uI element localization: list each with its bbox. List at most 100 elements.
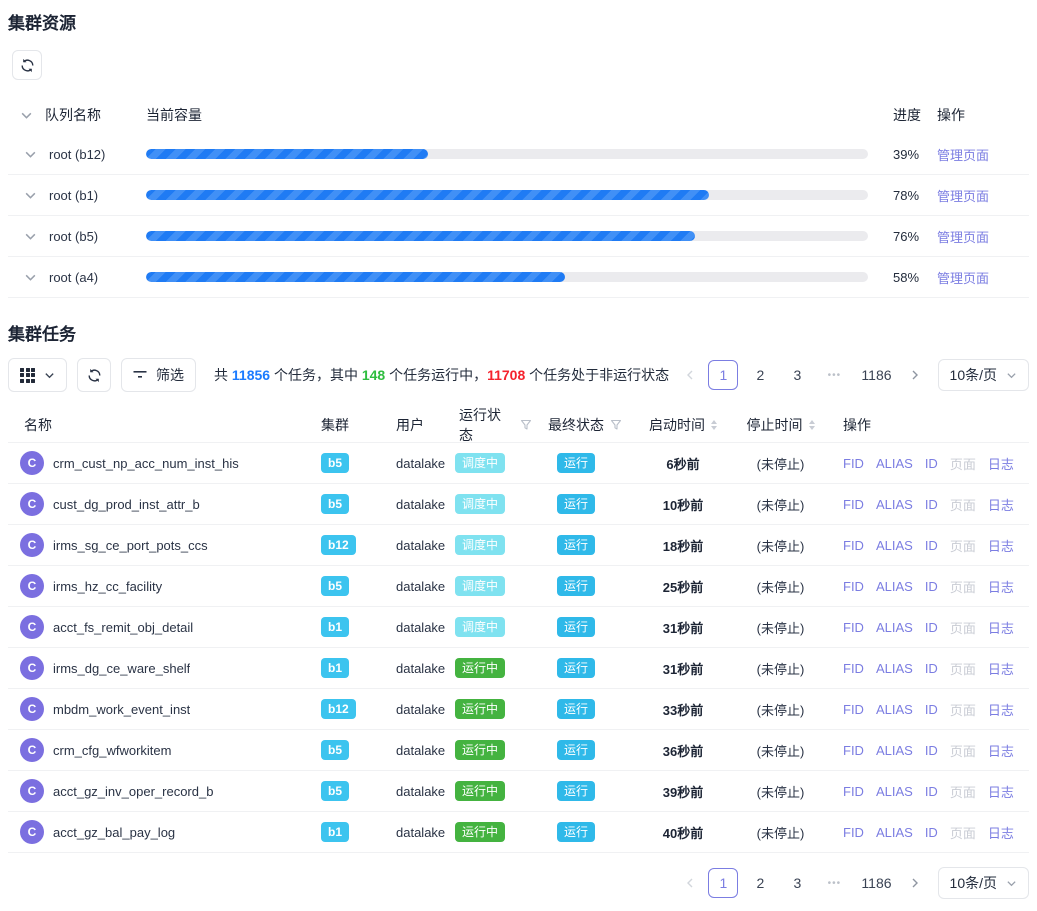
chevron-down-icon[interactable] xyxy=(20,109,33,122)
alias-link[interactable]: ALIAS xyxy=(875,619,913,635)
stop-time: (未停止) xyxy=(756,702,805,718)
id-link[interactable]: ID xyxy=(924,619,938,635)
pagination-bottom: 1 2 3 ••• 1186 10条/页 xyxy=(679,867,1029,899)
chevron-down-icon[interactable] xyxy=(24,230,37,243)
log-link[interactable]: 日志 xyxy=(987,702,1014,718)
chevron-down-icon xyxy=(44,370,55,381)
page-link: 页面 xyxy=(949,497,976,513)
filter-funnel-icon[interactable] xyxy=(610,419,622,431)
task-user: datalake xyxy=(396,783,446,799)
chevron-down-icon[interactable] xyxy=(24,271,37,284)
column-header-run-state: 运行状态 xyxy=(443,405,532,445)
next-page-button[interactable] xyxy=(904,867,926,899)
page-number-button[interactable]: 3 xyxy=(793,875,802,891)
run-state-badge: 运行中 xyxy=(455,658,506,678)
queue-name: root (b12) xyxy=(49,146,106,162)
next-page-button[interactable] xyxy=(904,359,926,391)
id-link[interactable]: ID xyxy=(924,578,938,594)
alias-link[interactable]: ALIAS xyxy=(875,455,913,471)
view-mode-dropdown-button[interactable] xyxy=(8,358,67,392)
fid-link[interactable]: FID xyxy=(843,660,864,676)
id-link[interactable]: ID xyxy=(924,742,938,758)
alias-link[interactable]: ALIAS xyxy=(875,578,913,594)
alias-link[interactable]: ALIAS xyxy=(875,537,913,553)
log-link[interactable]: 日志 xyxy=(987,456,1014,472)
log-link[interactable]: 日志 xyxy=(987,784,1014,800)
summary-segment: 11708 xyxy=(487,367,526,383)
summary-segment: 11856 xyxy=(231,367,271,383)
alias-link[interactable]: ALIAS xyxy=(875,660,913,676)
prev-page-button[interactable] xyxy=(679,867,701,899)
start-time: 25秒前 xyxy=(662,579,704,595)
fid-link[interactable]: FID xyxy=(843,824,864,840)
task-row: C cust_dg_prod_inst_attr_b b5 datalake 调… xyxy=(8,484,1029,525)
prev-page-button[interactable] xyxy=(679,359,701,391)
log-link[interactable]: 日志 xyxy=(987,825,1014,841)
fid-link[interactable]: FID xyxy=(843,455,864,471)
log-link[interactable]: 日志 xyxy=(987,620,1014,636)
fid-link[interactable]: FID xyxy=(843,701,864,717)
filter-button[interactable]: 筛选 xyxy=(121,358,196,392)
queue-name: root (b1) xyxy=(49,187,99,203)
page-number-button[interactable]: ••• xyxy=(827,369,842,381)
chevron-down-icon[interactable] xyxy=(24,189,37,202)
fid-link[interactable]: FID xyxy=(843,496,864,512)
log-link[interactable]: 日志 xyxy=(987,579,1014,595)
manage-page-link[interactable]: 管理页面 xyxy=(937,147,990,163)
alias-link[interactable]: ALIAS xyxy=(875,742,913,758)
log-link[interactable]: 日志 xyxy=(987,497,1014,513)
id-link[interactable]: ID xyxy=(924,537,938,553)
fid-link[interactable]: FID xyxy=(843,537,864,553)
alias-link[interactable]: ALIAS xyxy=(875,783,913,799)
manage-page-link[interactable]: 管理页面 xyxy=(937,229,990,245)
log-link[interactable]: 日志 xyxy=(987,743,1014,759)
manage-page-link[interactable]: 管理页面 xyxy=(937,188,990,204)
run-state-badge: 调度中 xyxy=(455,453,506,473)
page-number-button[interactable]: 2 xyxy=(756,875,765,891)
summary-segment: 共 xyxy=(214,367,232,383)
task-row: C acct_gz_inv_oper_record_b b5 datalake … xyxy=(8,771,1029,812)
alias-link[interactable]: ALIAS xyxy=(875,824,913,840)
pagination-top: 1 2 3 ••• 1186 10条/页 xyxy=(679,359,1029,391)
page-number-button[interactable]: 1 xyxy=(708,360,739,390)
page-number-button[interactable]: 1 xyxy=(708,868,739,898)
refresh-tasks-button[interactable] xyxy=(77,358,111,392)
page-size-select[interactable]: 10条/页 xyxy=(937,359,1029,391)
fid-link[interactable]: FID xyxy=(843,619,864,635)
filter-funnel-icon[interactable] xyxy=(520,419,532,431)
start-time: 36秒前 xyxy=(662,743,704,759)
alias-link[interactable]: ALIAS xyxy=(875,701,913,717)
page-size-select[interactable]: 10条/页 xyxy=(937,867,1029,899)
start-time: 31秒前 xyxy=(662,620,704,636)
page-link: 页面 xyxy=(949,702,976,718)
id-link[interactable]: ID xyxy=(924,783,938,799)
page-number-button[interactable]: ••• xyxy=(827,877,842,889)
fid-link[interactable]: FID xyxy=(843,742,864,758)
id-link[interactable]: ID xyxy=(924,824,938,840)
page-number-button[interactable]: 2 xyxy=(756,367,765,383)
chevron-down-icon[interactable] xyxy=(24,148,37,161)
page-number-button[interactable]: 1186 xyxy=(861,875,892,891)
id-link[interactable]: ID xyxy=(924,660,938,676)
refresh-resources-button[interactable] xyxy=(12,50,42,80)
page-number-button[interactable]: 1186 xyxy=(861,367,892,383)
task-row: C acct_fs_remit_obj_detail b1 datalake 调… xyxy=(8,607,1029,648)
id-link[interactable]: ID xyxy=(924,496,938,512)
final-state-badge: 运行 xyxy=(557,658,596,678)
final-state-badge: 运行 xyxy=(557,699,596,719)
start-time: 39秒前 xyxy=(662,784,704,800)
filter-icon xyxy=(133,369,147,381)
id-link[interactable]: ID xyxy=(924,455,938,471)
fid-link[interactable]: FID xyxy=(843,783,864,799)
id-link[interactable]: ID xyxy=(924,701,938,717)
task-name: irms_dg_ce_ware_shelf xyxy=(53,660,191,676)
fid-link[interactable]: FID xyxy=(843,578,864,594)
page-number-button[interactable]: 3 xyxy=(793,367,802,383)
log-link[interactable]: 日志 xyxy=(987,661,1014,677)
sorter-icon[interactable] xyxy=(808,420,815,430)
alias-link[interactable]: ALIAS xyxy=(875,496,913,512)
chevron-down-icon xyxy=(1006,878,1017,889)
sorter-icon[interactable] xyxy=(711,420,717,430)
manage-page-link[interactable]: 管理页面 xyxy=(937,270,990,286)
log-link[interactable]: 日志 xyxy=(987,538,1014,554)
